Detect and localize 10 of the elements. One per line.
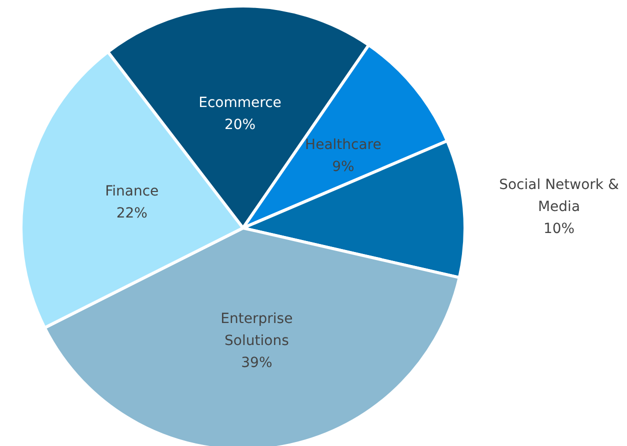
slice-label: Ecommerce xyxy=(198,95,282,112)
slice-label: Healthcare xyxy=(305,136,382,153)
data-label: 39% xyxy=(241,355,272,372)
data-label: 20% xyxy=(224,117,256,134)
data-label: 10% xyxy=(543,220,575,237)
slice-label: Enterprise Solutions xyxy=(220,311,293,350)
data-label: 22% xyxy=(116,206,148,222)
data-label: 9% xyxy=(332,158,354,175)
slice-label: Social Network & Media xyxy=(499,176,619,215)
slice-label: Finance xyxy=(105,184,159,200)
